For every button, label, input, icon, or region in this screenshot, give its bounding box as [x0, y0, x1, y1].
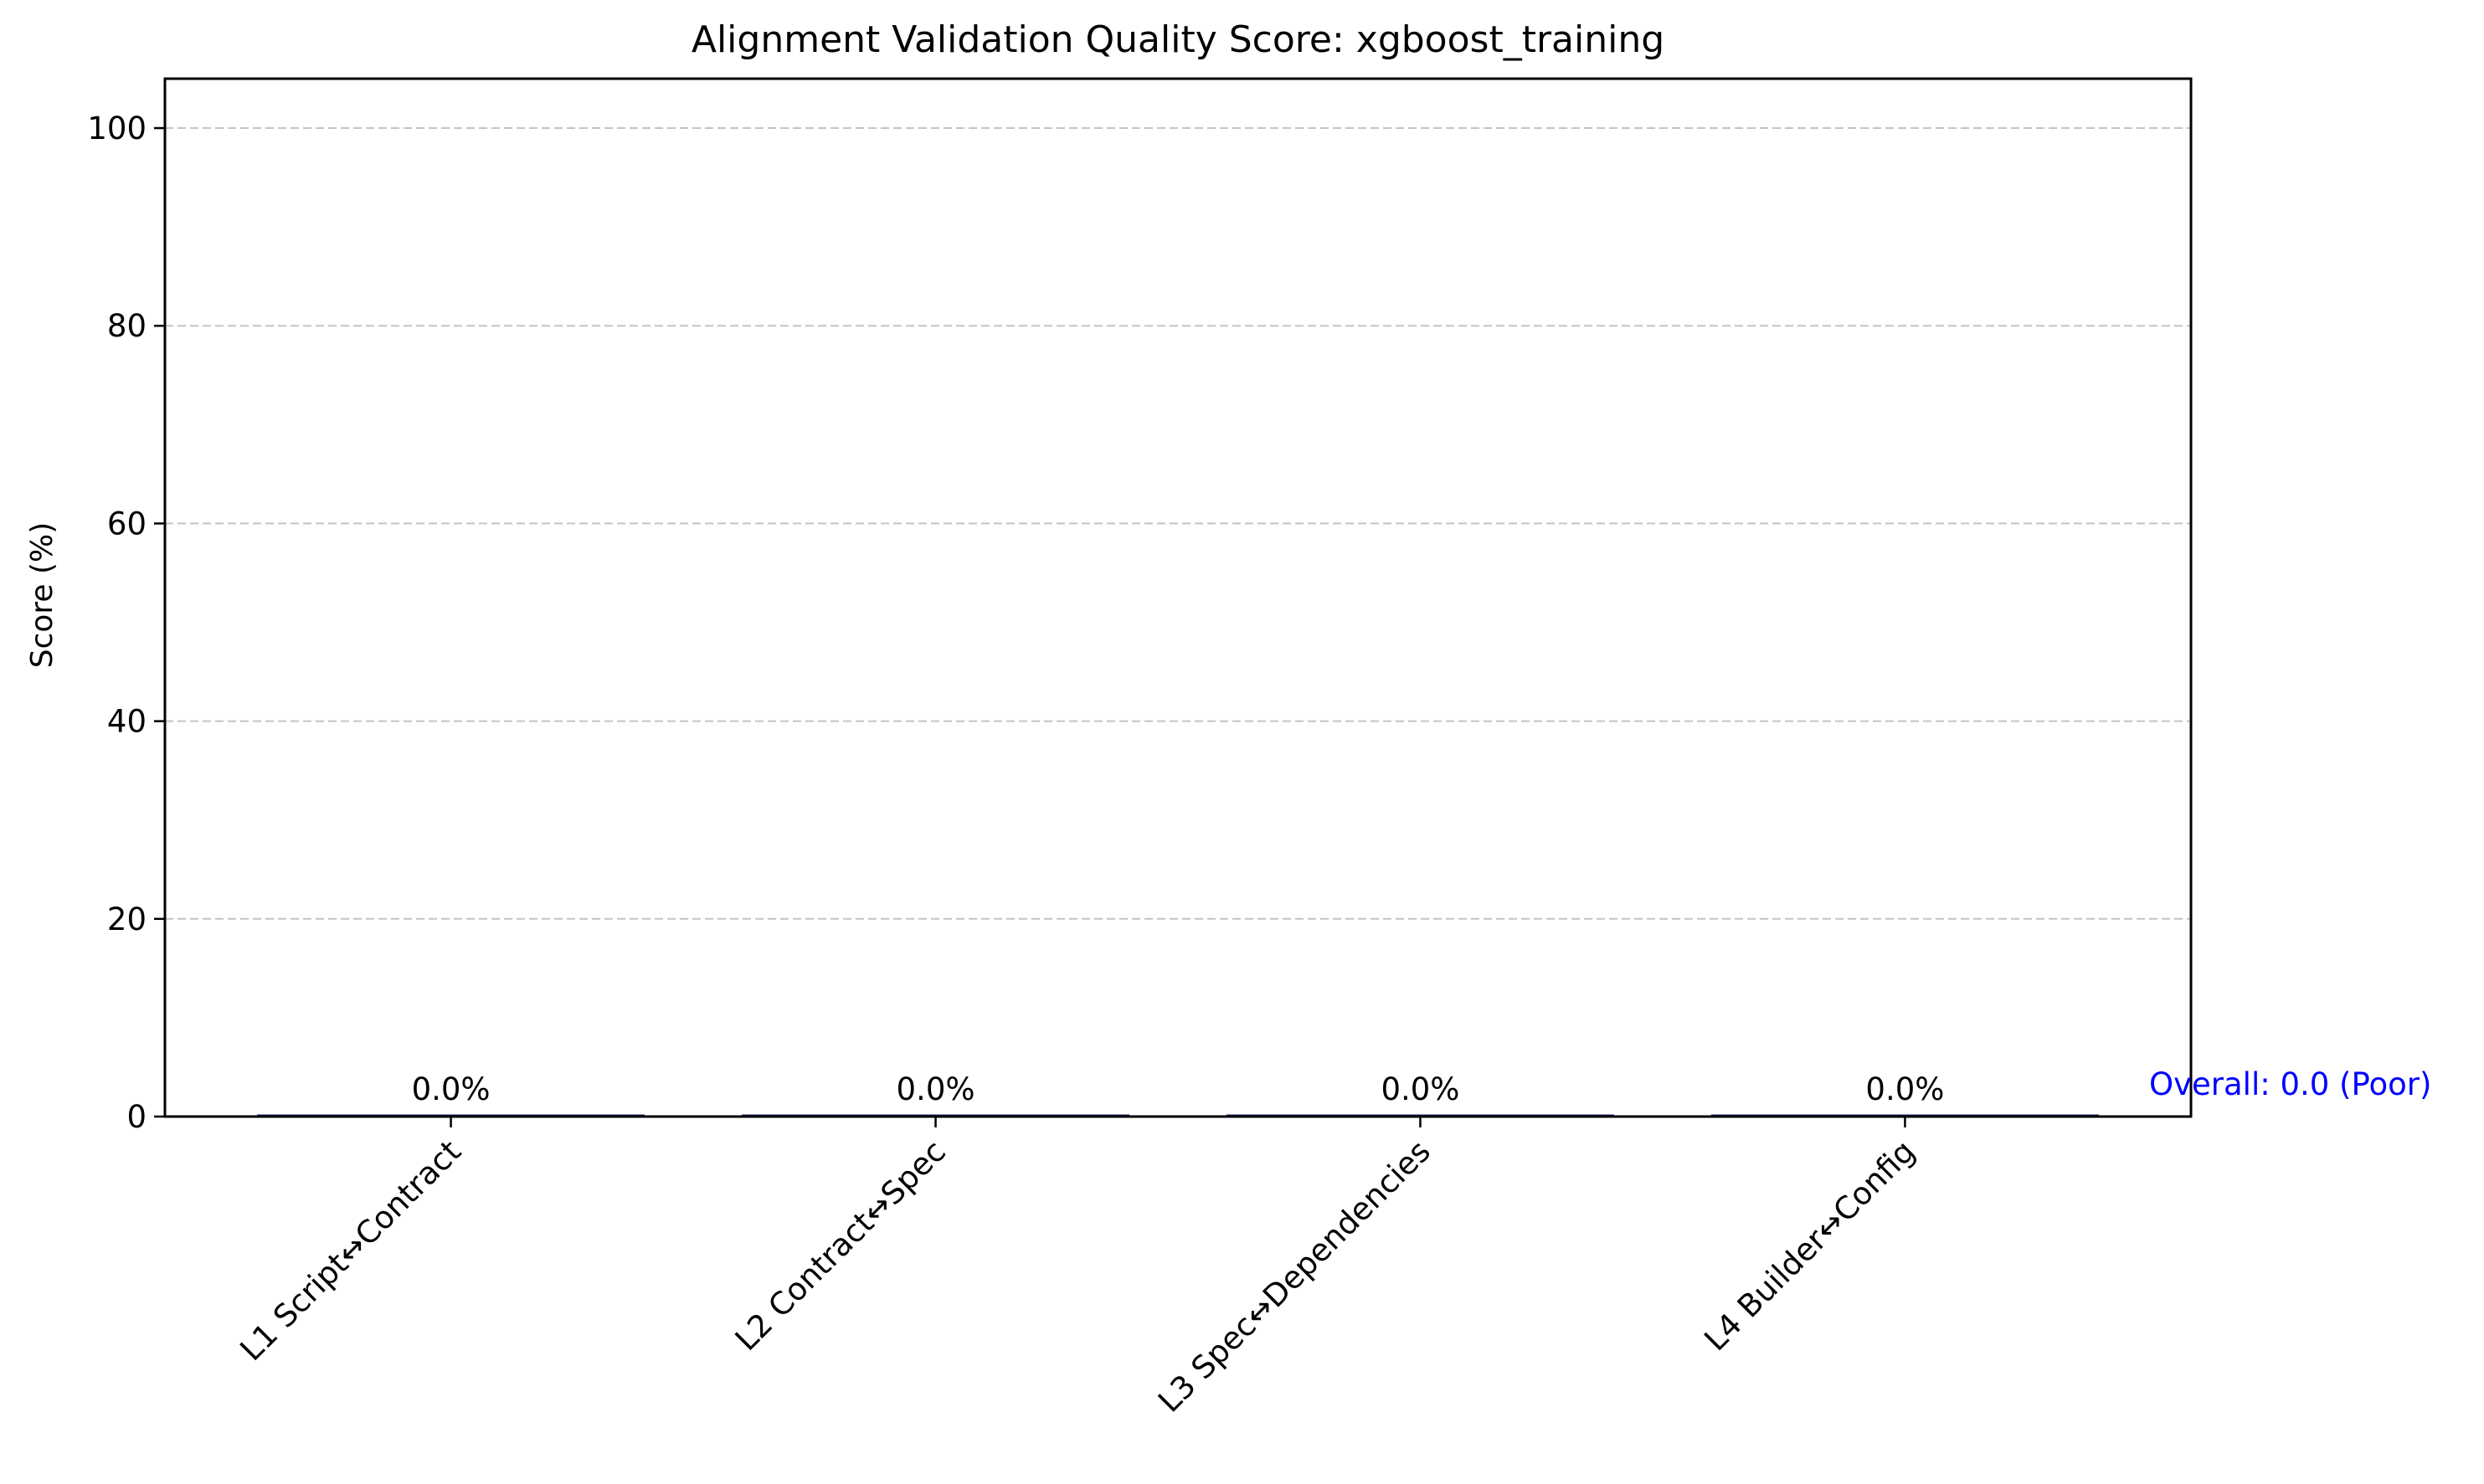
plot-area-frame	[163, 77, 2193, 1118]
bar-value-label: 0.0%	[1865, 1071, 1944, 1107]
y-tick-label: 20	[107, 901, 147, 937]
y-tick-label: 0	[126, 1099, 147, 1135]
y-tick-label: 60	[107, 506, 147, 542]
y-tick-label: 100	[87, 110, 147, 146]
bar-value-label: 0.0%	[412, 1071, 491, 1107]
y-tick-label: 80	[107, 308, 147, 344]
overall-score-annotation: Overall: 0.0 (Poor)	[2149, 1066, 2431, 1102]
y-tick-label: 40	[107, 704, 147, 740]
y-axis-ticks: 0 20 40 60 80 100	[87, 110, 165, 1135]
chart-title: Alignment Validation Quality Score: xgbo…	[692, 18, 1664, 61]
bar-value-label: 0.0%	[897, 1071, 975, 1107]
gridlines	[165, 127, 2191, 920]
data-labels: 0.0% 0.0% 0.0% 0.0%	[412, 1071, 1945, 1107]
bar-value-label: 0.0%	[1381, 1071, 1459, 1107]
y-axis-label: Score (%)	[25, 522, 59, 669]
